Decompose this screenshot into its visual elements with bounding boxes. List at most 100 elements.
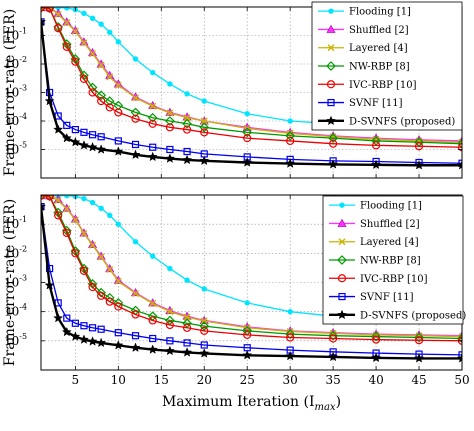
data-point	[243, 330, 252, 339]
data-point	[132, 56, 139, 62]
data-point	[106, 73, 114, 81]
data-point	[166, 337, 174, 345]
data-point	[200, 317, 208, 325]
data-point	[63, 121, 71, 130]
data-point	[183, 147, 191, 156]
x-tick-label: 15	[154, 373, 169, 387]
legend-label: Flooding [1]	[360, 201, 422, 212]
data-point	[456, 353, 462, 363]
x-tick-label: 40	[368, 373, 383, 387]
y-tick-label: 10-4	[4, 303, 27, 319]
data-point	[414, 336, 424, 345]
data-point	[149, 143, 157, 151]
data-point	[89, 15, 96, 22]
data-point	[458, 159, 462, 167]
data-point	[147, 112, 158, 123]
y-tick-label: 10-3	[4, 84, 27, 100]
data-point	[199, 348, 210, 358]
data-point	[78, 334, 89, 344]
y-tick-label: 10-1	[4, 215, 27, 231]
series-group	[41, 7, 462, 170]
data-point	[96, 90, 106, 101]
y-tick-label: 10-4	[4, 112, 27, 128]
data-point	[79, 266, 89, 275]
data-point	[64, 7, 70, 11]
data-point	[113, 146, 124, 156]
data-point	[130, 149, 141, 160]
data-point	[457, 333, 462, 344]
series-line-5	[41, 206, 462, 356]
data-point	[149, 69, 156, 76]
data-point	[242, 127, 253, 138]
data-point	[88, 88, 97, 97]
data-point	[132, 289, 140, 297]
data-point	[148, 119, 157, 128]
data-point	[199, 122, 210, 133]
data-point	[131, 114, 140, 123]
data-point	[242, 157, 253, 167]
data-point	[63, 19, 71, 27]
data-point	[44, 95, 55, 106]
data-point	[132, 239, 139, 245]
data-point	[456, 159, 462, 170]
data-point	[285, 158, 296, 168]
data-point	[285, 350, 296, 361]
legend-label: IVC-RBP [10]	[349, 80, 417, 91]
data-point	[149, 102, 157, 110]
legend-marker	[338, 238, 346, 246]
data-point	[167, 81, 173, 87]
data-point	[80, 128, 88, 136]
data-point	[183, 339, 191, 347]
data-point	[115, 221, 122, 227]
legend-marker	[337, 218, 347, 227]
legend-marker	[326, 61, 336, 71]
data-point	[286, 136, 295, 146]
data-point	[71, 57, 80, 66]
data-point	[80, 39, 88, 47]
data-point	[79, 263, 89, 274]
x-tick-label: 45	[411, 373, 426, 387]
data-point	[131, 140, 140, 149]
x-tick-label: 25	[240, 373, 255, 387]
data-point	[104, 96, 115, 106]
data-point	[62, 228, 71, 238]
data-point	[200, 341, 208, 349]
data-point	[164, 153, 175, 163]
legend-marker	[326, 24, 336, 33]
data-point	[165, 123, 174, 132]
legend-marker	[337, 274, 347, 283]
data-point	[98, 21, 104, 27]
data-point	[243, 134, 252, 143]
series-group	[41, 195, 462, 363]
data-point	[45, 195, 54, 201]
data-point	[54, 211, 63, 220]
data-point	[63, 314, 71, 322]
data-point	[149, 334, 157, 343]
legend: Flooding [1] Shuffled [2] Layered [4] NW-RB…	[322, 195, 466, 325]
data-point	[457, 143, 462, 152]
data-point	[54, 196, 62, 204]
data-point	[61, 132, 72, 143]
data-point	[97, 61, 105, 69]
data-point	[149, 300, 157, 308]
data-point	[114, 81, 122, 89]
data-point	[113, 340, 124, 350]
data-point	[105, 103, 114, 112]
data-point	[89, 199, 96, 206]
legend-label: SVNF [11]	[349, 98, 403, 109]
data-point	[287, 308, 293, 315]
data-point	[165, 116, 175, 126]
data-point	[41, 195, 46, 200]
legend-marker	[337, 255, 347, 265]
data-point	[106, 265, 114, 273]
data-point	[70, 331, 81, 341]
data-point	[54, 24, 63, 33]
y-tick-label: 10-2	[4, 55, 27, 71]
data-point	[199, 321, 210, 331]
data-point	[96, 144, 107, 154]
data-point	[41, 16, 47, 27]
data-point	[61, 326, 72, 337]
data-point	[199, 155, 210, 166]
data-point	[97, 325, 105, 333]
